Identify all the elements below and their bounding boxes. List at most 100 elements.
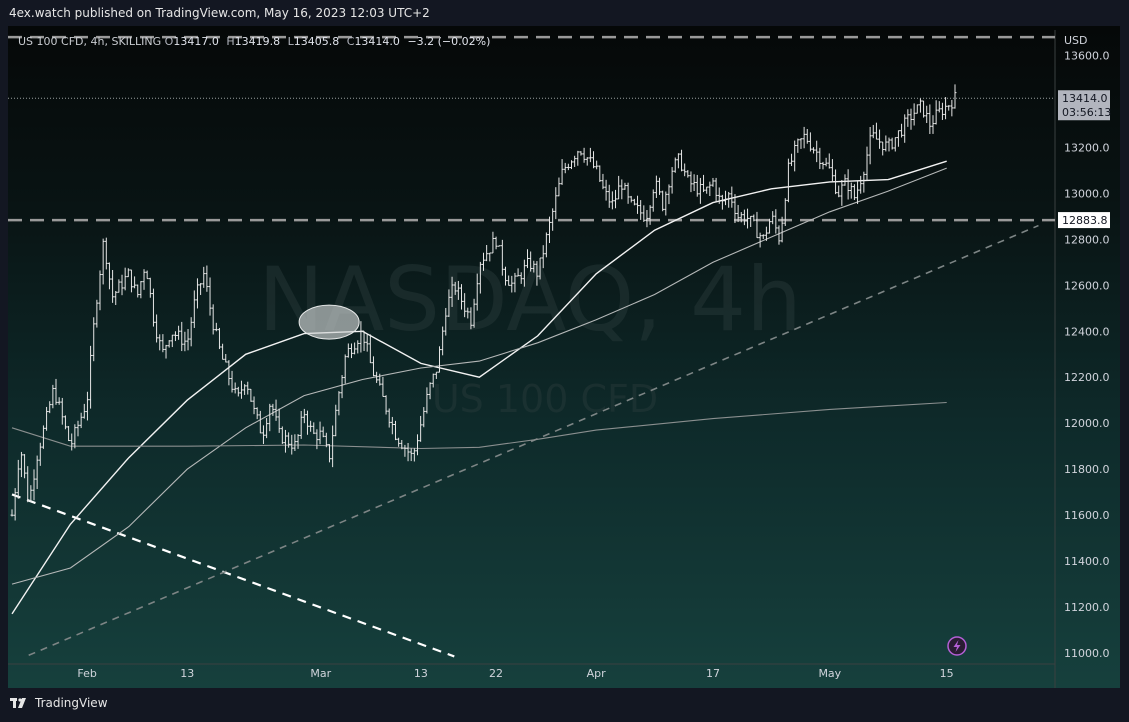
candle [54, 378, 58, 405]
candle [243, 384, 247, 395]
candle [906, 109, 910, 127]
candle [843, 174, 847, 186]
candle [35, 455, 39, 489]
level-price-tag [1058, 212, 1110, 229]
candle [912, 103, 916, 126]
candle [202, 266, 206, 288]
candle [724, 190, 728, 206]
candle [777, 225, 781, 245]
candle [287, 432, 291, 448]
candle [469, 307, 473, 330]
candle [475, 273, 479, 311]
chart-frame[interactable] [8, 26, 1120, 688]
candle [570, 160, 574, 170]
candle [230, 370, 234, 393]
candle [82, 403, 86, 419]
candle [664, 191, 668, 216]
candle [258, 410, 262, 434]
candle [48, 401, 52, 414]
x-tick-label: Apr [587, 667, 607, 680]
candle [192, 290, 196, 328]
candle [834, 169, 838, 195]
candle [827, 153, 831, 169]
candle [940, 102, 944, 120]
tradingview-logo[interactable]: TradingView [10, 696, 108, 710]
candle [164, 344, 168, 359]
candle [805, 128, 809, 144]
y-tick-label: 11800.0 [1064, 463, 1110, 476]
x-tick-label: Feb [77, 667, 96, 680]
candle [736, 204, 740, 223]
candle [856, 180, 860, 204]
candle [136, 284, 140, 298]
flash-icon[interactable] [947, 636, 967, 656]
candle [563, 162, 567, 174]
price-labels: 12883.8 13414.003:56:13 [1058, 90, 1111, 229]
price-axis[interactable]: USD13600.013400.013200.013000.012800.012… [1064, 34, 1110, 660]
legend-l-label: L [287, 35, 294, 48]
candle [673, 157, 677, 173]
legend-symbol: US 100 CFD, 4h, SKILLING [18, 35, 162, 48]
candle [45, 406, 49, 431]
candle [51, 384, 55, 409]
candles-layer [10, 84, 957, 521]
candle [786, 158, 790, 203]
candle [340, 375, 344, 399]
currency-label: USD [1064, 34, 1088, 47]
candle [208, 277, 212, 316]
candle [315, 429, 319, 450]
candle [239, 380, 243, 399]
candle [846, 169, 850, 200]
candle [148, 277, 152, 298]
candle [214, 322, 218, 332]
candle [67, 425, 71, 442]
candle [717, 187, 721, 204]
candle [771, 211, 775, 225]
candle [13, 488, 17, 521]
candle [554, 187, 558, 220]
footer-bar [0, 688, 1129, 722]
candle [868, 126, 872, 165]
candle [478, 261, 482, 294]
candle [415, 434, 419, 456]
y-tick-label: 11200.0 [1064, 601, 1110, 614]
candle [459, 284, 463, 310]
candle [271, 403, 275, 416]
candle [296, 434, 300, 449]
candle [884, 135, 888, 152]
candle [522, 259, 526, 287]
y-tick-label: 11600.0 [1064, 509, 1110, 522]
candle [437, 346, 441, 373]
candle [277, 408, 281, 433]
time-axis[interactable]: Feb 13 Mar 13 22 Apr 17 May 15 [77, 667, 953, 680]
legend-c-label: C [346, 35, 355, 48]
candle [928, 104, 932, 134]
x-tick-label: 17 [706, 667, 720, 680]
candle [953, 84, 957, 109]
candle [733, 194, 737, 224]
candle [378, 373, 382, 386]
legend-low: 13405.8 [293, 35, 340, 48]
annotation-ellipse [298, 304, 360, 340]
candle [60, 397, 64, 425]
candle [26, 466, 30, 503]
candle [702, 174, 706, 193]
candle [900, 123, 904, 138]
candle [114, 290, 118, 305]
candle [89, 345, 93, 409]
candle [909, 108, 913, 130]
candle [434, 371, 438, 379]
candle [582, 147, 586, 163]
candle [57, 397, 61, 405]
candle [221, 343, 225, 360]
candle [397, 437, 401, 447]
candle [384, 395, 388, 415]
candle [183, 331, 187, 352]
candle [309, 420, 313, 432]
candle [227, 360, 231, 386]
candle [195, 278, 199, 309]
candle [419, 415, 423, 442]
candle [463, 293, 467, 318]
candle [252, 396, 256, 415]
